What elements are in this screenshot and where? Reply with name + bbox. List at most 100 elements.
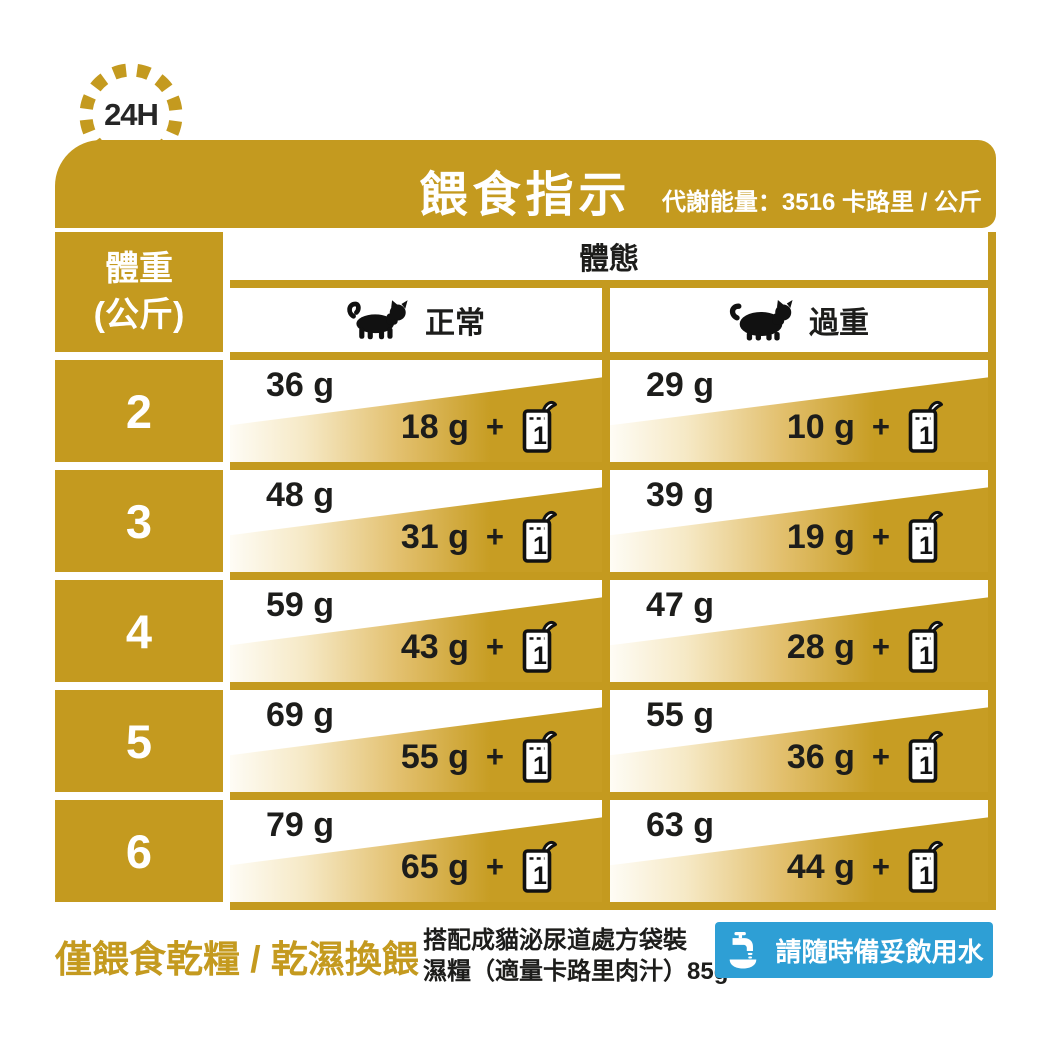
wet-food-note-line2: 濕糧（適量卡路里肉汁）85g	[423, 958, 729, 985]
table-row: 36 g 18 g + 1 29 g 10 g +	[230, 360, 988, 462]
column-label-overweight: 過重	[809, 307, 869, 340]
table-row: 79 g 65 g + 1 63 g 44 g +	[230, 800, 988, 902]
mixed-dry-amount: 19 g	[786, 517, 855, 556]
pouch-count: 1	[919, 862, 933, 890]
metabolic-energy-label: 代謝能量：3516 卡路里 / 公斤	[661, 189, 982, 216]
wet-pouch-icon: 1	[521, 619, 558, 675]
water-reminder-badge: 請隨時備妥飲用水	[715, 922, 993, 978]
mixed-dry-amount: 43 g	[400, 627, 469, 666]
feeding-cell-overweight: 55 g 36 g + 1	[610, 690, 988, 792]
mixed-feeding-line: 36 g + 1	[787, 729, 944, 785]
mixed-feeding-line: 65 g + 1	[401, 839, 558, 895]
dry-only-amount: 59 g	[266, 586, 335, 624]
wet-pouch-icon: 1	[907, 729, 944, 785]
plus-sign: +	[871, 739, 890, 774]
wet-food-note-line1: 搭配成貓泌尿道處方袋裝	[423, 927, 687, 954]
weight-cell: 5	[55, 690, 223, 792]
wet-pouch-icon: 1	[907, 399, 944, 455]
mixed-feeding-line: 55 g + 1	[401, 729, 558, 785]
feeding-table: 體重 (公斤) 2 3 4 5 6 體態	[55, 232, 996, 910]
pouch-count: 1	[533, 752, 547, 780]
table-row: 69 g 55 g + 1 55 g 36 g +	[230, 690, 988, 792]
table-row: 48 g 31 g + 1 39 g 19 g +	[230, 470, 988, 572]
page-title: 餵食指示	[419, 169, 632, 222]
column-header-overweight: 過重	[610, 288, 988, 352]
dry-only-amount: 48 g	[266, 476, 335, 514]
pouch-count: 1	[919, 642, 933, 670]
mixed-feeding-line: 18 g + 1	[401, 399, 558, 455]
24h-label: 24H	[104, 97, 159, 132]
mixed-feeding-line: 19 g + 1	[787, 509, 944, 565]
dry-only-amount: 47 g	[646, 586, 715, 624]
pouch-count: 1	[533, 862, 547, 890]
table-row: 59 g 43 g + 1 47 g 28 g +	[230, 580, 988, 682]
mixed-feeding-line: 43 g + 1	[401, 619, 558, 675]
dry-only-amount: 69 g	[266, 696, 335, 734]
wet-pouch-icon: 1	[521, 399, 558, 455]
weight-header-line1: 體重	[105, 250, 173, 288]
pouch-count: 1	[533, 642, 547, 670]
dry-only-amount: 29 g	[646, 366, 715, 404]
pouch-count: 1	[533, 422, 547, 450]
dry-only-amount: 36 g	[266, 366, 335, 404]
mixed-feeding-line: 44 g + 1	[787, 839, 944, 895]
water-tap-icon	[730, 931, 757, 969]
mixed-dry-amount: 18 g	[400, 407, 469, 446]
dry-only-amount: 39 g	[646, 476, 715, 514]
plus-sign: +	[871, 519, 890, 554]
header-bar: 餵食指示 代謝能量：3516 卡路里 / 公斤	[55, 140, 996, 228]
plus-sign: +	[485, 409, 504, 444]
mixed-dry-amount: 28 g	[786, 627, 855, 666]
feeding-cell-normal: 69 g 55 g + 1	[230, 690, 602, 792]
pouch-count: 1	[533, 532, 547, 560]
dry-only-amount: 79 g	[266, 806, 335, 844]
feeding-cell-normal: 48 g 31 g + 1	[230, 470, 602, 572]
wet-pouch-icon: 1	[521, 509, 558, 565]
feeding-modes-label: 僅餵食乾糧 / 乾濕換餵	[55, 939, 419, 980]
24h-clock-badge: 24H	[79, 63, 183, 167]
weight-cell: 3	[55, 470, 223, 572]
feeding-cell-overweight: 63 g 44 g + 1	[610, 800, 988, 902]
mixed-dry-amount: 36 g	[786, 737, 855, 776]
pouch-count: 1	[919, 532, 933, 560]
weight-cell: 6	[55, 800, 223, 902]
mixed-feeding-line: 28 g + 1	[787, 619, 944, 675]
cat-overweight-icon	[729, 299, 793, 341]
column-label-normal: 正常	[425, 307, 485, 340]
weight-cell: 2	[55, 360, 223, 462]
cat-normal-icon	[347, 300, 409, 340]
weight-cell: 4	[55, 580, 223, 682]
wet-pouch-icon: 1	[907, 839, 944, 895]
feeding-cell-overweight: 47 g 28 g + 1	[610, 580, 988, 682]
wet-pouch-icon: 1	[907, 509, 944, 565]
condition-columns-row: 正常	[230, 288, 988, 352]
weight-header-cell: 體重 (公斤)	[55, 232, 223, 352]
wet-pouch-icon: 1	[521, 839, 558, 895]
water-reminder-label: 請隨時備妥飲用水	[775, 936, 984, 967]
mixed-dry-amount: 44 g	[786, 847, 855, 886]
pouch-count: 1	[919, 752, 933, 780]
body-condition-header: 體態	[230, 232, 988, 280]
plus-sign: +	[485, 629, 504, 664]
feeding-cell-normal: 59 g 43 g + 1	[230, 580, 602, 682]
wet-food-note: 搭配成貓泌尿道處方袋裝 濕糧（適量卡路里肉汁）85g	[423, 925, 728, 987]
feeding-cell-overweight: 39 g 19 g + 1	[610, 470, 988, 572]
plus-sign: +	[485, 519, 504, 554]
mixed-dry-amount: 10 g	[786, 407, 855, 446]
mixed-feeding-line: 10 g + 1	[787, 399, 944, 455]
mixed-feeding-line: 31 g + 1	[401, 509, 558, 565]
dry-only-amount: 63 g	[646, 806, 715, 844]
plus-sign: +	[871, 849, 890, 884]
feeding-cell-normal: 36 g 18 g + 1	[230, 360, 602, 462]
weight-header-line2: (公斤)	[93, 296, 185, 334]
wet-pouch-icon: 1	[907, 619, 944, 675]
table-content: 體態	[230, 232, 996, 910]
mixed-dry-amount: 31 g	[400, 517, 469, 556]
weight-column: 體重 (公斤) 2 3 4 5 6	[55, 232, 223, 910]
plus-sign: +	[871, 409, 890, 444]
dry-only-amount: 55 g	[646, 696, 715, 734]
wet-pouch-icon: 1	[521, 729, 558, 785]
column-header-normal: 正常	[230, 288, 602, 352]
feeding-cell-normal: 79 g 65 g + 1	[230, 800, 602, 902]
